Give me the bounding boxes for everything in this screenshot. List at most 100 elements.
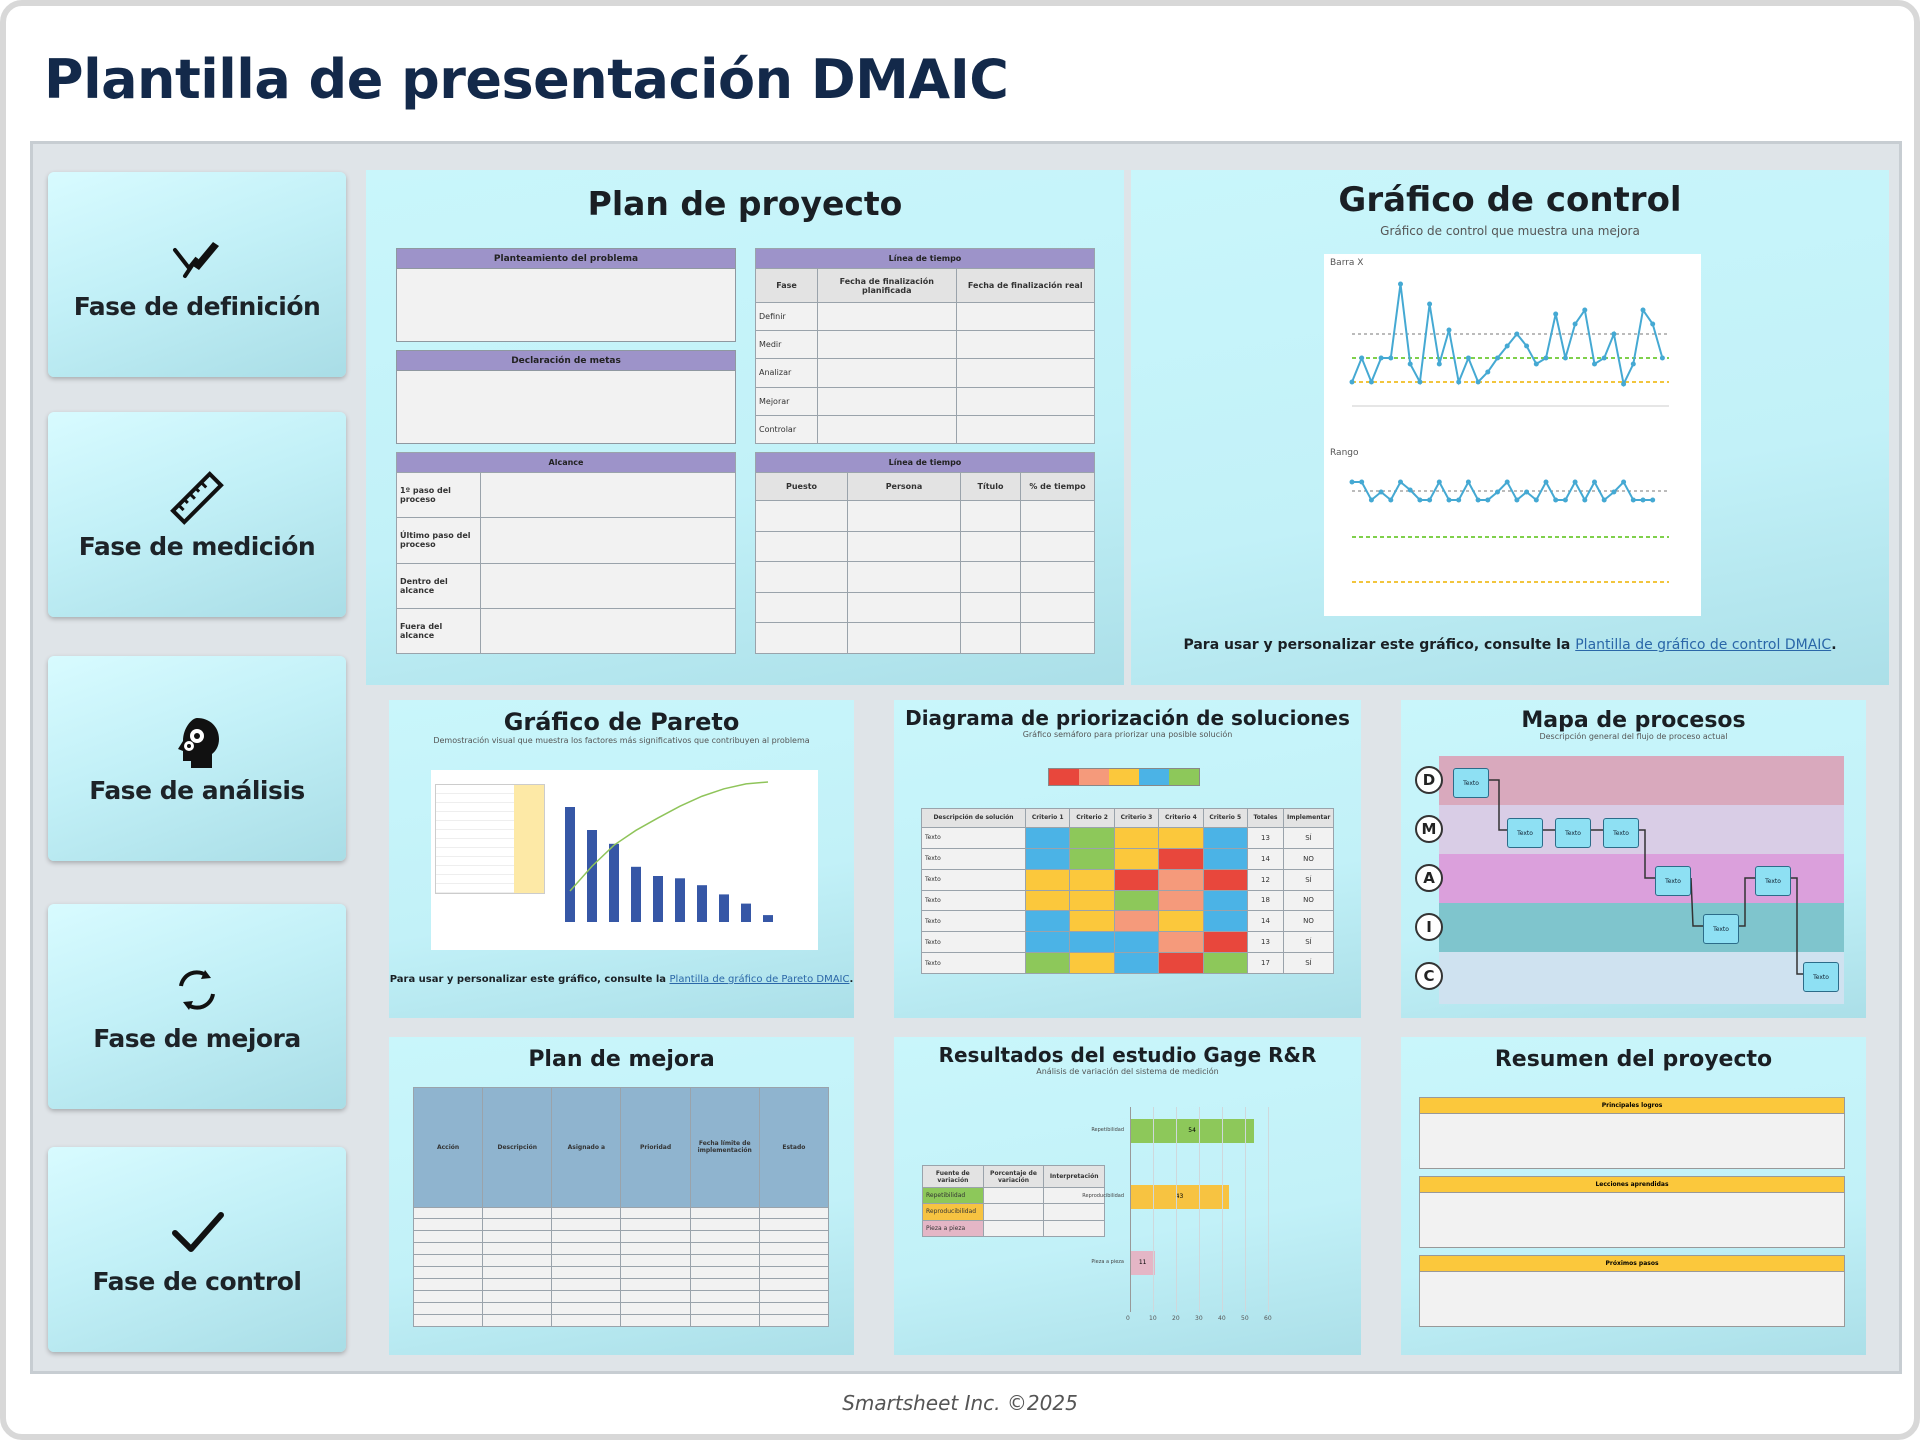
process-map-slide[interactable]: Mapa de procesos Descripción general del… [1401, 700, 1866, 1018]
scope-table: Alcance 1º paso del proceso Último paso … [396, 452, 736, 655]
xbar-point [1378, 355, 1384, 361]
range-point [1592, 479, 1597, 485]
grid-line [1176, 1107, 1177, 1312]
timeline-row-label: Definir [755, 301, 818, 332]
process-step[interactable]: Texto [1555, 818, 1591, 848]
pareto-bar [697, 885, 707, 922]
process-step[interactable]: Texto [1755, 866, 1791, 896]
xbar-point [1349, 379, 1355, 385]
score-cell [1069, 889, 1115, 912]
pareto-data-table [435, 784, 545, 894]
caption-text: Para usar y personalizar este gráfico, c… [1183, 637, 1576, 653]
implement-cell: SÍ [1283, 931, 1334, 954]
column-header: Descripción de solución [921, 808, 1026, 828]
process-step[interactable]: Texto [1803, 962, 1839, 992]
score-cell [1158, 931, 1204, 954]
project-plan-slide[interactable]: Plan de proyecto Planteamiento del probl… [366, 170, 1124, 685]
phase-tile-improve[interactable]: Fase de mejora [48, 904, 346, 1109]
pareto-bar [631, 866, 641, 922]
xbar-point [1650, 321, 1656, 327]
xbar-point [1611, 331, 1617, 337]
slide-title: Resumen del proyecto [1494, 1047, 1773, 1072]
total-cell: 14 [1247, 847, 1284, 870]
pareto-template-link[interactable]: Plantilla de gráfico de Pareto DMAIC [669, 974, 850, 985]
process-step[interactable]: Texto [1507, 818, 1543, 848]
gage-row-label: Pieza a pieza [922, 1219, 984, 1238]
score-cell [1158, 826, 1204, 849]
row-label: Texto [921, 931, 1026, 954]
column-header: Fecha de finalización real [955, 268, 1095, 303]
phase-tile-definition[interactable]: Fase de definición [48, 172, 346, 377]
xbar-point [1456, 379, 1462, 385]
xbar-point [1562, 355, 1568, 361]
column-header: Fecha de finalización planificada [817, 268, 957, 303]
xbar-point [1592, 361, 1597, 367]
slide-title: Diagrama de priorización de soluciones [905, 706, 1350, 730]
xbar-point [1504, 343, 1510, 349]
xbar-point [1485, 369, 1491, 375]
xbar-point [1359, 355, 1365, 361]
control-chart-slide[interactable]: Gráfico de control Gráfico de control qu… [1131, 170, 1889, 685]
flow-connectors [1489, 779, 1803, 975]
prioritization-table: Descripción de solución Criterio 1 Criteri… [921, 808, 1334, 974]
summary-box: Próximos pasos [1419, 1255, 1845, 1327]
prioritization-slide[interactable]: Diagrama de priorización de soluciones G… [894, 700, 1361, 1018]
phase-tile-measure[interactable]: Fase de medición [48, 412, 346, 617]
gage-rr-slide[interactable]: Resultados del estudio Gage R&R Análisis… [894, 1037, 1361, 1355]
axis-tick: 10 [1149, 1315, 1157, 1322]
improvement-plan-slide[interactable]: Plan de mejora Acción Descripción Asignado… [389, 1037, 854, 1355]
score-cell [1158, 868, 1204, 891]
process-step[interactable]: Texto [1703, 914, 1739, 944]
table-row: Texto 12 SÍ [921, 868, 1334, 891]
pareto-slide[interactable]: Gráfico de Pareto Demostración visual qu… [389, 700, 854, 1018]
pareto-bar [763, 915, 773, 922]
axis-tick: 20 [1172, 1315, 1180, 1322]
table-row [412, 1266, 830, 1280]
range-point [1407, 487, 1413, 493]
range-point [1582, 497, 1588, 503]
grid-line [1153, 1107, 1154, 1312]
range-point [1436, 479, 1442, 485]
phase-tile-control[interactable]: Fase de control [48, 1147, 346, 1352]
row-label: Texto [921, 889, 1026, 912]
pareto-caption: Para usar y personalizar este gráfico, c… [389, 974, 854, 985]
range-point [1640, 497, 1646, 503]
pareto-bar [719, 894, 729, 922]
axis-tick: 50 [1241, 1315, 1249, 1322]
table-row [412, 1278, 830, 1292]
phase-label: Fase de medición [78, 532, 316, 561]
xbar-point [1446, 327, 1452, 333]
range-point [1611, 489, 1617, 495]
score-cell [1069, 868, 1115, 891]
row-label: Texto [921, 847, 1026, 870]
score-cell [1113, 868, 1160, 891]
score-cell [1069, 952, 1115, 974]
xbar-point [1582, 307, 1588, 313]
score-cell [1202, 868, 1249, 891]
caption-end: . [1831, 637, 1837, 653]
column-header: Puesto [755, 472, 848, 501]
process-step[interactable]: Texto [1655, 866, 1691, 896]
control-template-link[interactable]: Plantilla de gráfico de control DMAIC [1575, 637, 1832, 653]
project-summary-slide[interactable]: Resumen del proyecto Principales logros L… [1401, 1037, 1866, 1355]
problem-box: Planteamiento del problema [396, 248, 736, 342]
score-cell [1024, 931, 1071, 954]
table-row [412, 1206, 830, 1220]
column-header: Estado [758, 1087, 830, 1208]
phase-tile-analyze[interactable]: Fase de análisis [48, 656, 346, 861]
range-point [1349, 479, 1355, 485]
score-cell [1024, 826, 1071, 849]
row-label: Texto [921, 826, 1026, 849]
summary-header: Principales logros [1420, 1098, 1844, 1114]
summary-box: Principales logros [1419, 1097, 1845, 1169]
team-header: Línea de tiempo [755, 452, 1095, 473]
score-cell [1202, 889, 1249, 912]
process-step[interactable]: Texto [1453, 768, 1489, 798]
score-cell [1158, 952, 1204, 974]
pareto-bar [565, 807, 575, 922]
column-header: Fase [755, 268, 818, 303]
xbar-point [1533, 361, 1539, 367]
score-cell [1202, 826, 1249, 849]
process-step[interactable]: Texto [1603, 818, 1639, 848]
